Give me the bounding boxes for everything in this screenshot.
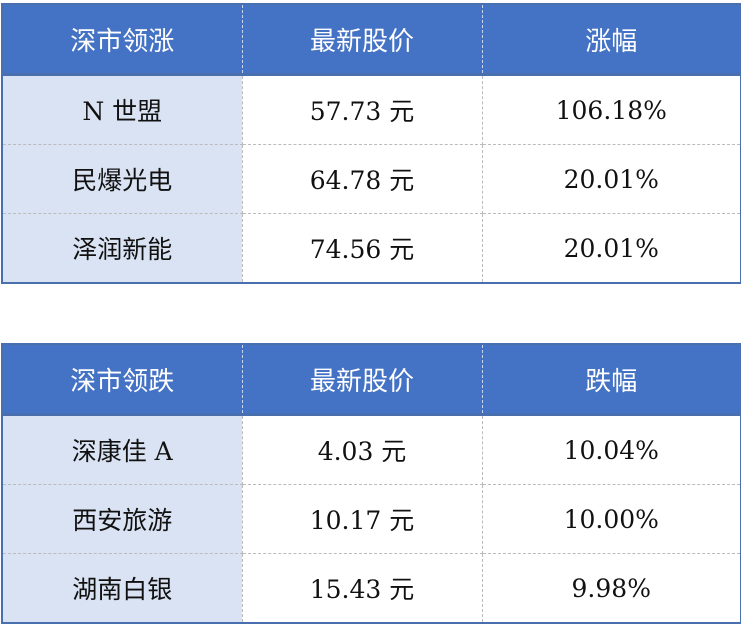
stock-price: 64.78 元 [242,144,483,214]
table-row: 西安旅游 10.17 元 10.00% [2,484,741,554]
stock-name: 湖南白银 [2,553,243,624]
stock-price: 74.56 元 [242,213,483,284]
stock-change: 20.01% [482,213,741,284]
stock-price: 57.73 元 [242,74,483,145]
stock-change: 10.00% [482,484,741,554]
stock-price: 10.17 元 [242,484,483,554]
header-price: 最新股价 [242,344,483,416]
stock-change: 106.18% [482,74,741,145]
table-row: 湖南白银 15.43 元 9.98% [2,553,741,624]
stock-change: 9.98% [482,553,741,624]
stock-price: 15.43 元 [242,553,483,624]
header-row: 深市领跌 最新股价 跌幅 [2,344,741,416]
stock-change: 20.01% [482,144,741,214]
table-row: 民爆光电 64.78 元 20.01% [2,144,741,214]
header-name: 深市领涨 [2,4,243,76]
stock-name: N 世盟 [2,74,243,145]
table-row: 泽润新能 74.56 元 20.01% [2,213,741,284]
stock-name: 西安旅游 [2,484,243,554]
stock-price: 4.03 元 [242,414,483,485]
header-name: 深市领跌 [2,344,243,416]
table-row: N 世盟 57.73 元 106.18% [2,74,741,145]
header-row: 深市领涨 最新股价 涨幅 [2,4,741,76]
stock-name: 深康佳 A [2,414,243,485]
stock-name: 泽润新能 [2,213,243,284]
header-price: 最新股价 [242,4,483,76]
sz-top-gainers-table: 深市领涨 最新股价 涨幅 N 世盟 57.73 元 106.18% 民爆光电 6… [1,3,741,284]
stock-name: 民爆光电 [2,144,243,214]
stock-change: 10.04% [482,414,741,485]
table-row: 深康佳 A 4.03 元 10.04% [2,414,741,485]
sz-top-losers-table: 深市领跌 最新股价 跌幅 深康佳 A 4.03 元 10.04% 西安旅游 10… [1,343,741,624]
header-change: 跌幅 [482,344,741,416]
header-change: 涨幅 [482,4,741,76]
